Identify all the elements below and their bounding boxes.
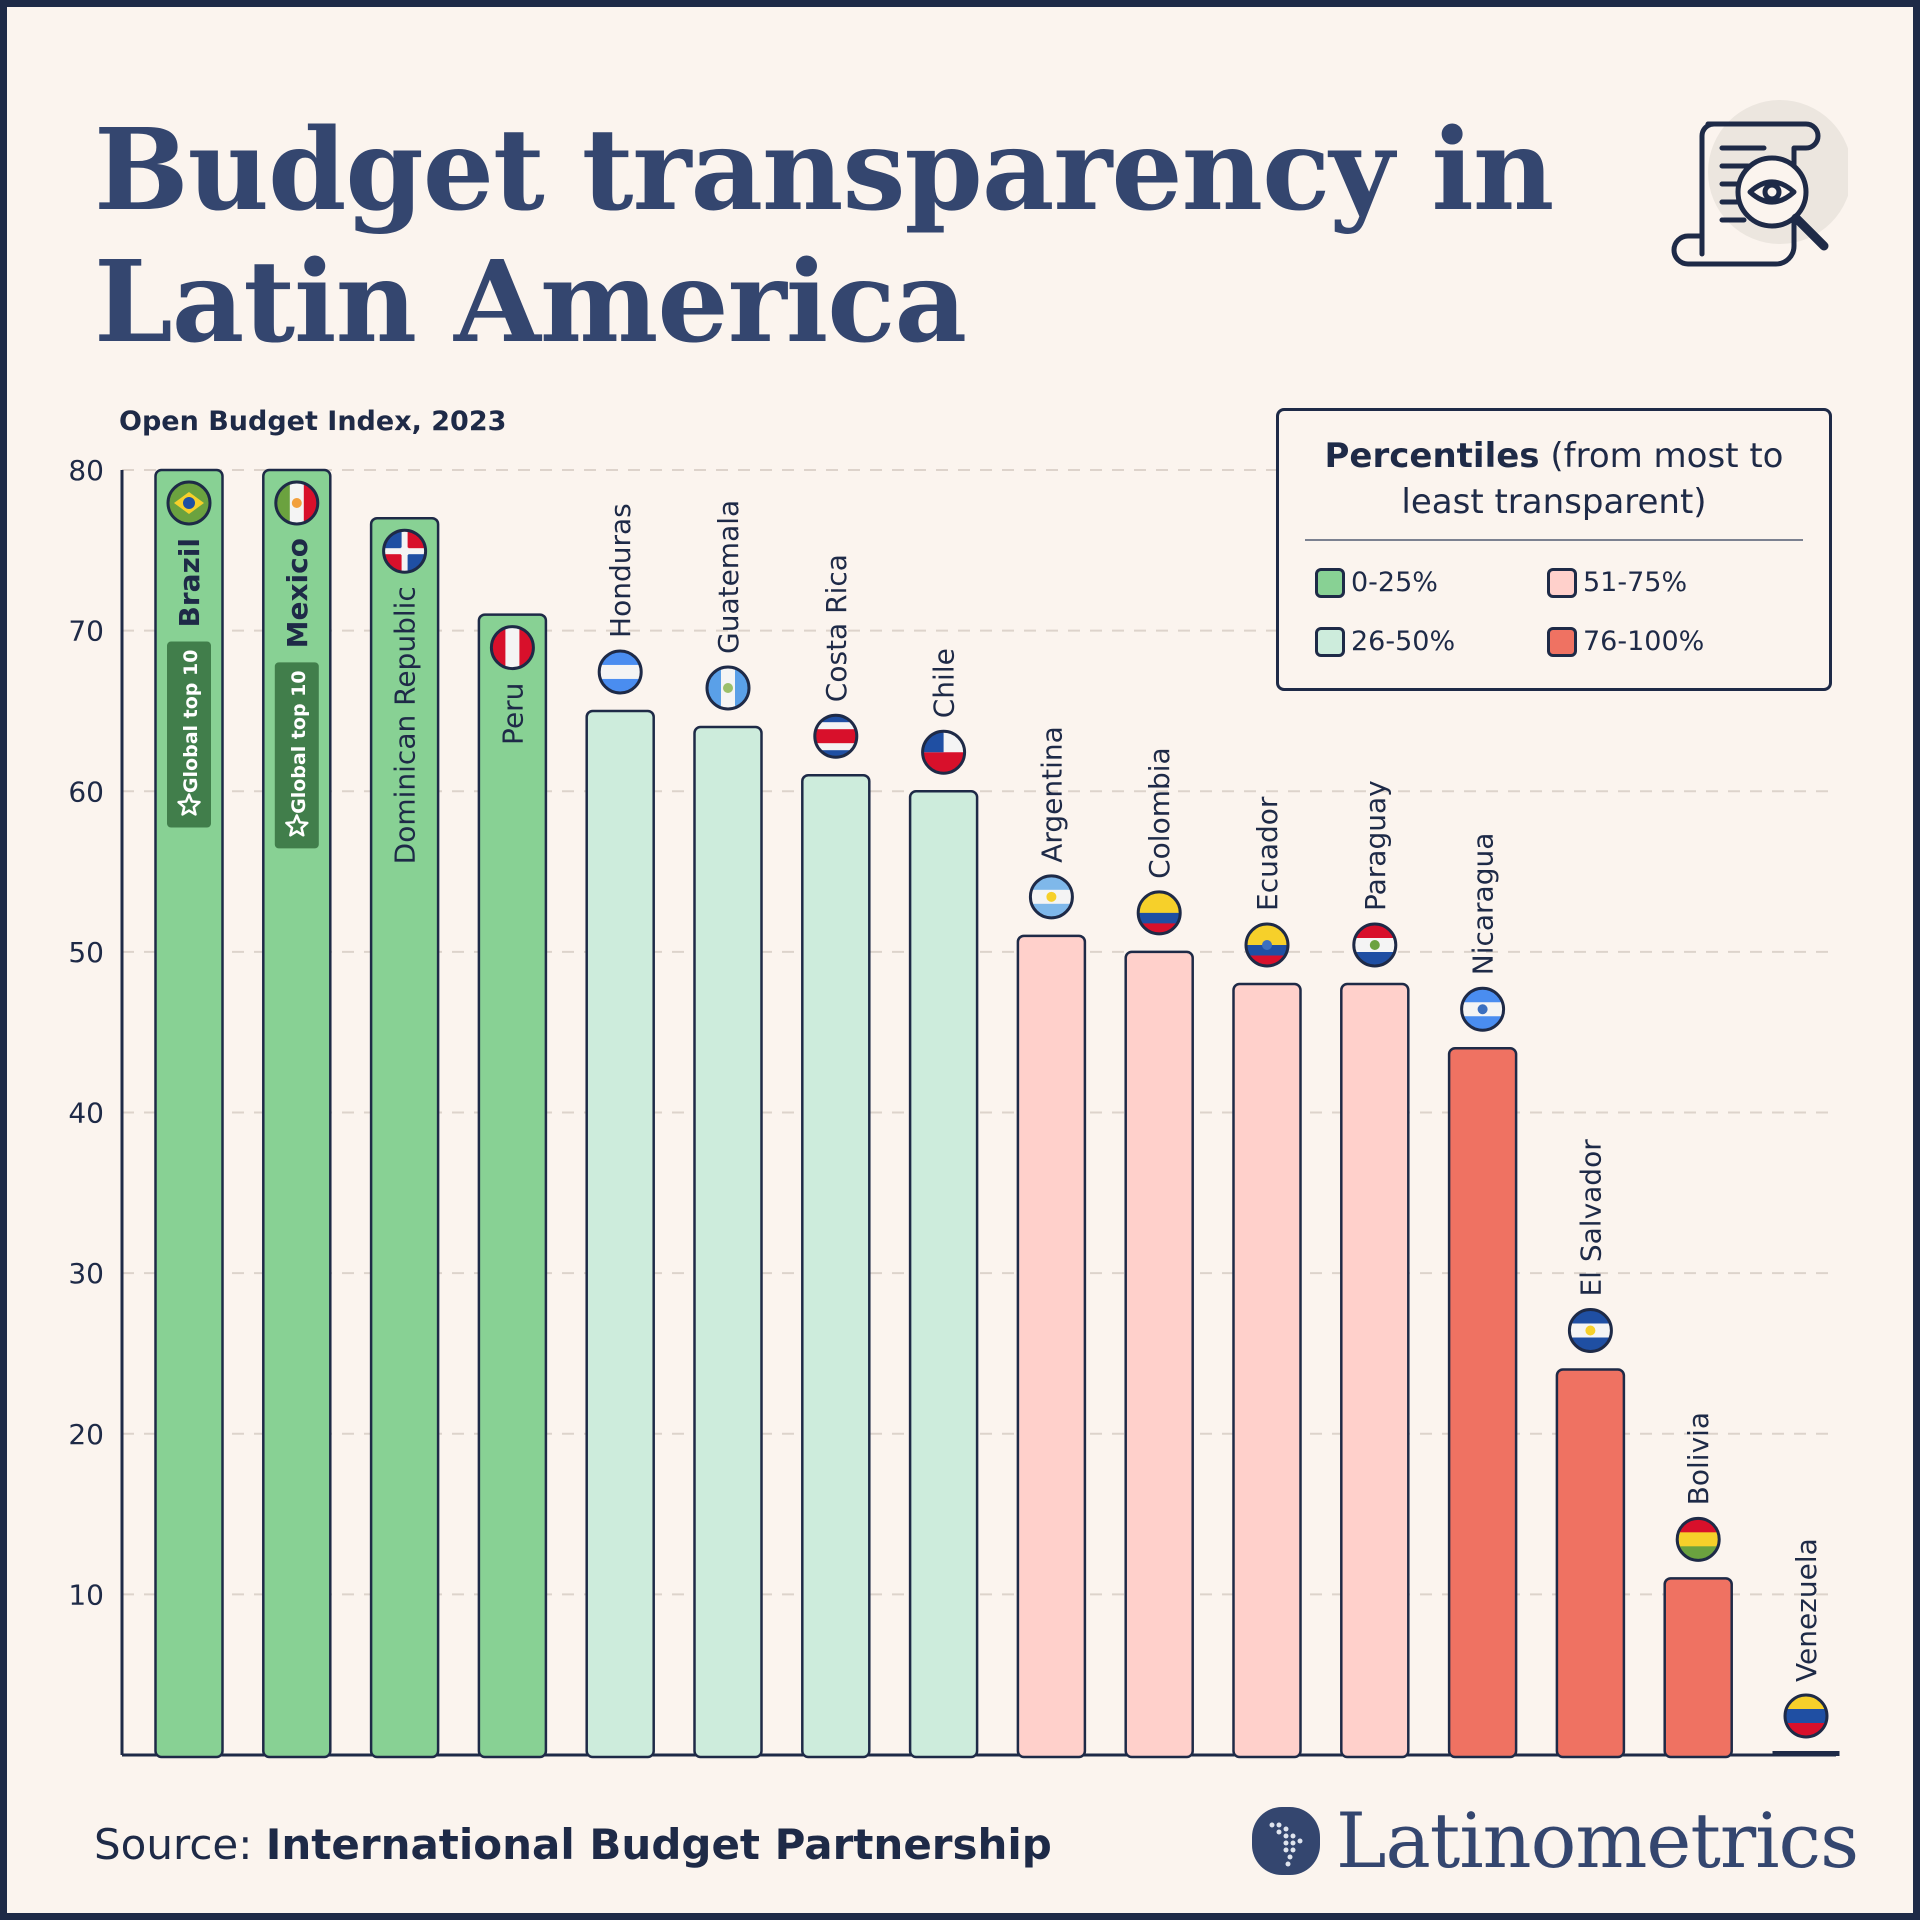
bar-dominican-republic — [369, 516, 440, 1759]
flag-icon-chile — [921, 729, 967, 775]
source-note: Source: International Budget Partnership — [94, 1820, 1052, 1869]
country-label: Brazil — [173, 538, 206, 628]
chart-title: Budget transparency in Latin America — [94, 105, 1554, 369]
badge-label: Global top 10 — [288, 670, 310, 814]
legend-label: 26-50% — [1351, 626, 1456, 657]
y-tick-label: 10 — [68, 1578, 104, 1611]
bar-honduras — [585, 709, 655, 1759]
global-top-10-badge: Global top 10 — [274, 662, 319, 849]
bar-bolivia — [1663, 1577, 1733, 1759]
country-label: Honduras — [604, 503, 637, 638]
legend-swatch — [1547, 567, 1577, 598]
country-label: Mexico — [281, 538, 314, 648]
flag-icon-peru — [489, 625, 535, 671]
country-label: Colombia — [1143, 747, 1176, 879]
flag-icon-colombia — [1136, 890, 1182, 936]
bar-costa-rica — [801, 773, 871, 1759]
country-label: El Salvador — [1574, 1139, 1607, 1297]
badge-label: Global top 10 — [180, 650, 202, 794]
legend-label: 51-75% — [1583, 567, 1688, 598]
country-label: Peru — [496, 683, 529, 745]
flag-icon-dominican-republic — [382, 528, 428, 574]
country-label: Nicaragua — [1467, 833, 1500, 976]
legend-swatch — [1315, 626, 1345, 657]
y-tick-label: 30 — [68, 1257, 104, 1290]
country-label: Argentina — [1035, 726, 1068, 863]
bar-nicaragua — [1447, 1047, 1518, 1759]
bar-peru — [477, 613, 548, 1759]
header-icon — [1671, 100, 1848, 267]
country-label: Dominican Republic — [389, 586, 422, 864]
bar-ecuador — [1232, 982, 1302, 1759]
legend-swatch — [1315, 567, 1345, 598]
title-line-2: Latin America — [94, 237, 967, 368]
flag-icon-paraguay — [1352, 922, 1398, 968]
country-label: Ecuador — [1251, 796, 1284, 911]
country-label: Paraguay — [1359, 780, 1392, 911]
bar-paraguay — [1340, 982, 1410, 1759]
legend-label: 0-25% — [1351, 567, 1438, 598]
y-tick-label: 50 — [68, 936, 104, 969]
flag-icon-argentina — [1028, 874, 1074, 920]
latam-map-logo-icon — [1252, 1806, 1320, 1875]
flag-icon-ecuador — [1244, 922, 1290, 968]
flag-icon-mexico — [274, 480, 320, 526]
legend-item-76-100: 76-100% — [1547, 626, 1779, 657]
legend-divider — [1305, 539, 1803, 541]
y-tick-label: 60 — [68, 775, 104, 808]
legend-title-bold: Percentiles — [1324, 436, 1540, 476]
source-name: International Budget Partnership — [265, 1820, 1052, 1869]
y-tick-label: 80 — [68, 454, 104, 487]
flag-icon-brazil — [166, 480, 212, 526]
star-icon — [285, 814, 309, 837]
legend-label: 76-100% — [1583, 626, 1705, 657]
flag-icon-bolivia — [1675, 1516, 1721, 1562]
chart-subtitle: Open Budget Index, 2023 — [119, 406, 507, 437]
legend-item-51-75: 51-75% — [1547, 567, 1779, 598]
legend: Percentiles (from most to least transpar… — [1276, 408, 1832, 691]
legend-title: Percentiles (from most to least transpar… — [1279, 433, 1829, 525]
flag-icon-guatemala — [705, 665, 751, 711]
y-tick-label: 70 — [68, 615, 104, 648]
flag-icon-costa-rica — [813, 713, 859, 759]
flag-icon-venezuela — [1783, 1693, 1829, 1739]
bar-venezuela — [1772, 1751, 1840, 1756]
source-prefix: Source: — [94, 1820, 253, 1869]
y-tick-label: 40 — [68, 1097, 104, 1130]
legend-item-0-25: 0-25% — [1315, 567, 1547, 598]
bar-argentina — [1016, 934, 1087, 1759]
title-line-1: Budget transparency in — [94, 105, 1554, 236]
flag-icon-honduras — [597, 649, 643, 695]
brand-logo: Latinometrics — [1250, 1796, 1859, 1885]
country-label: Guatemala — [712, 500, 745, 654]
bar-guatemala — [693, 725, 763, 1759]
legend-swatch — [1547, 626, 1577, 657]
star-icon — [177, 793, 201, 816]
legend-title-rest: (from most to least transparent) — [1401, 436, 1784, 522]
flag-icon-el-salvador — [1567, 1308, 1613, 1353]
flag-icon-nicaragua — [1460, 986, 1506, 1032]
brand-name: Latinometrics — [1336, 1796, 1859, 1885]
country-label: Bolivia — [1682, 1412, 1715, 1505]
legend-item-26-50: 26-50% — [1315, 626, 1547, 657]
bar-el-salvador — [1555, 1368, 1626, 1759]
country-label: Chile — [928, 648, 961, 718]
country-label: Venezuela — [1790, 1538, 1823, 1682]
bar-chile — [908, 790, 979, 1759]
y-tick-label: 20 — [68, 1418, 104, 1451]
global-top-10-badge: Global top 10 — [167, 641, 211, 828]
country-label: Costa Rica — [820, 554, 853, 702]
bar-colombia — [1124, 950, 1194, 1759]
